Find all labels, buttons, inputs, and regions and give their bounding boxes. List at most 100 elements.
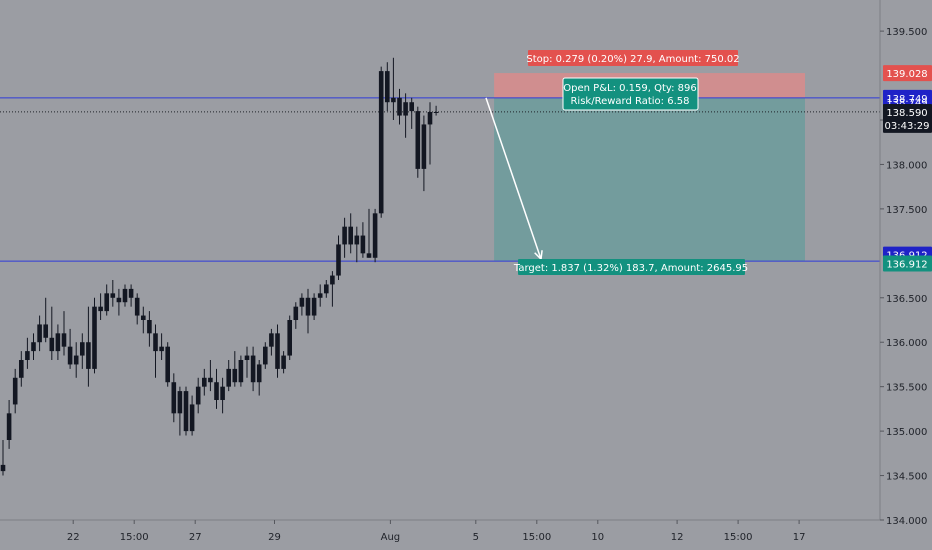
- candle-body: [31, 342, 36, 352]
- candle-body: [281, 355, 286, 369]
- candle-body: [19, 360, 24, 378]
- candle-body: [153, 333, 158, 352]
- candle-body: [122, 288, 128, 303]
- price-tick-label: 135.500: [886, 383, 927, 394]
- candle-body: [67, 346, 73, 365]
- time-tick-label: 15:00: [120, 532, 149, 543]
- candle-body: [6, 413, 12, 440]
- risk-reward-text: Risk/Reward Ratio: 6.58: [570, 96, 689, 107]
- stop-label[interactable]: Stop: 0.279 (0.20%) 27.9, Amount: 750.02: [526, 50, 740, 66]
- price-tick-label: 134.000: [886, 516, 927, 527]
- price-badge: [883, 89, 932, 106]
- candle-body: [80, 342, 85, 356]
- candle-body: [427, 112, 433, 125]
- stop-label-text: Stop: 0.279 (0.20%) 27.9, Amount: 750.02: [526, 54, 739, 65]
- price-tick-label: 136.000: [886, 338, 927, 349]
- candle-body: [397, 97, 402, 116]
- candle-body: [226, 368, 231, 387]
- candle-body: [134, 297, 140, 316]
- time-tick-label: 17: [793, 532, 806, 543]
- candle-body: [324, 284, 329, 294]
- candle-body: [263, 346, 268, 365]
- candle-body: [232, 368, 238, 383]
- price-badge: [883, 104, 932, 120]
- price-badge-label: 138.749: [886, 94, 927, 105]
- candle-body: [256, 364, 262, 383]
- candle-body: [250, 355, 256, 383]
- candle-body: [372, 213, 378, 258]
- pnl-label[interactable]: Open P&L: 0.159, Qty: 896 Risk/Reward Ra…: [562, 77, 699, 111]
- candle-body: [55, 333, 61, 352]
- candle-body: [128, 288, 134, 298]
- time-tick-label: 15:00: [522, 532, 551, 543]
- price-tick-label: 137.500: [886, 205, 927, 216]
- candle-body: [366, 253, 372, 258]
- price-badge-label: 03:43:29: [885, 121, 930, 132]
- candle-body: [110, 293, 116, 298]
- candle-body: [141, 315, 146, 320]
- price-tick-label: 135.000: [886, 427, 927, 438]
- candle-body: [98, 306, 103, 312]
- candle-body: [336, 244, 341, 276]
- price-tick-label: 134.500: [886, 472, 927, 483]
- candle-body: [269, 333, 274, 347]
- candle-body: [433, 112, 439, 113]
- candle-body: [354, 235, 360, 245]
- candle-body: [330, 275, 335, 285]
- candle-body: [183, 391, 189, 432]
- time-tick-label: 15:00: [724, 532, 753, 543]
- candle-body: [299, 297, 305, 307]
- candle-body: [189, 404, 195, 432]
- candle-body: [238, 360, 244, 383]
- price-tick-label: 139.500: [886, 27, 927, 38]
- candle-body: [25, 351, 30, 360]
- candle-body: [378, 71, 384, 214]
- price-badge-label: 139.028: [886, 69, 927, 80]
- candle-body: [391, 97, 396, 103]
- candle-body: [12, 377, 18, 405]
- candle-body: [403, 102, 408, 116]
- candle-body: [49, 337, 55, 352]
- candle-body: [342, 226, 347, 245]
- candle-body: [165, 346, 170, 383]
- candle-body: [104, 293, 109, 312]
- candle-body: [73, 355, 79, 365]
- candle-body: [305, 297, 311, 316]
- candle-body: [37, 324, 42, 343]
- price-tick-label: 136.500: [886, 294, 927, 305]
- time-tick-label: 27: [189, 532, 202, 543]
- price-badge: [883, 116, 932, 133]
- candle-body: [220, 386, 225, 400]
- arrow-shaft: [485, 97, 542, 260]
- time-tick-label: 29: [268, 532, 281, 543]
- price-badge-label: 138.590: [886, 108, 927, 119]
- time-tick-label: 5: [473, 532, 479, 543]
- candle-body: [214, 382, 219, 400]
- candle-body: [348, 226, 353, 245]
- candle-body: [61, 333, 67, 347]
- candle-body: [287, 320, 292, 356]
- candle-body: [171, 382, 177, 414]
- candle-body: [360, 235, 366, 254]
- candle-body: [92, 306, 97, 369]
- candle-body: [195, 386, 201, 405]
- candle-body: [208, 377, 213, 383]
- candle-body: [385, 71, 390, 103]
- time-tick-label: 22: [67, 532, 80, 543]
- open-pnl-text: Open P&L: 0.159, Qty: 896: [563, 83, 696, 94]
- time-tick-label: 10: [591, 532, 604, 543]
- time-tick-label: 12: [671, 532, 684, 543]
- candle-body: [244, 355, 250, 360]
- price-badge: [883, 255, 932, 272]
- candle-body: [43, 324, 48, 338]
- candle-body: [86, 342, 91, 369]
- position-zones: [494, 73, 805, 262]
- candle-body: [147, 320, 152, 334]
- candle-body: [311, 297, 317, 316]
- price-badge-label: 136.912: [886, 260, 927, 271]
- target-label-text: Target: 1.837 (1.32%) 183.7, Amount: 264…: [513, 263, 748, 274]
- candle-body: [275, 333, 280, 369]
- target-label[interactable]: Target: 1.837 (1.32%) 183.7, Amount: 264…: [513, 259, 748, 275]
